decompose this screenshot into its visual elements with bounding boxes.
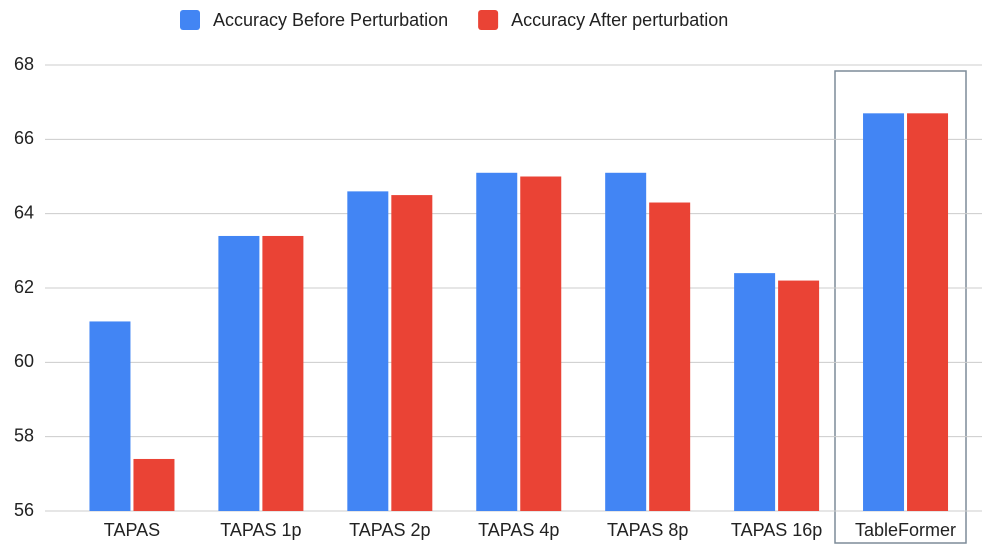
bar <box>89 321 131 511</box>
y-tick-label: 56 <box>14 500 34 520</box>
bar <box>262 235 304 511</box>
x-tick-label: TAPAS 4p <box>478 520 559 540</box>
y-tick-label: 64 <box>14 202 34 222</box>
y-tick-label: 58 <box>14 425 34 445</box>
x-tick-label: TAPAS 1p <box>220 520 301 540</box>
bar <box>605 172 647 512</box>
x-tick-label: TableFormer <box>855 520 956 540</box>
y-tick-label: 62 <box>14 277 34 297</box>
bar <box>520 176 562 511</box>
legend-swatch <box>180 10 200 30</box>
x-tick-label: TAPAS <box>104 520 160 540</box>
legend-label: Accuracy After perturbation <box>511 10 728 30</box>
legend-swatch <box>478 10 499 30</box>
x-tick-label: TAPAS 8p <box>607 520 688 540</box>
y-tick-label: 60 <box>14 351 34 371</box>
x-tick-label: TAPAS 16p <box>731 520 822 540</box>
bar <box>391 195 433 512</box>
bar <box>476 172 518 512</box>
bar <box>133 458 175 511</box>
bar <box>907 113 949 512</box>
bar <box>649 202 691 511</box>
y-tick-label: 66 <box>14 128 34 148</box>
bar <box>347 191 389 511</box>
x-tick-label: TAPAS 2p <box>349 520 430 540</box>
bar <box>778 280 820 511</box>
bar <box>218 235 260 511</box>
highlight-box <box>834 70 967 544</box>
y-tick-label: 68 <box>14 54 34 74</box>
legend-label: Accuracy Before Perturbation <box>213 10 448 30</box>
bar <box>863 113 905 512</box>
bar <box>734 273 776 511</box>
